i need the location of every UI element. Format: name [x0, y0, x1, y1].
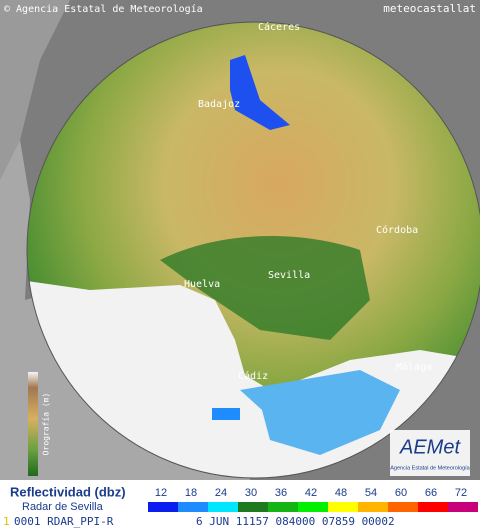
- city-label: Córdoba: [376, 224, 418, 236]
- legend-title: Reflectividad (dbz): [10, 484, 126, 499]
- footer-time: 6 JUN 11157 084000 07859 00002: [196, 515, 395, 528]
- scale-label: 18: [185, 487, 197, 499]
- scale-swatch: [448, 502, 478, 512]
- scale-label: 24: [215, 487, 227, 499]
- scale-label: 72: [455, 487, 467, 499]
- scale-swatch: [208, 502, 238, 512]
- logo: AEMet Agencia Estatal de Meteorología: [390, 430, 471, 476]
- radar-name: Radar de Sevilla: [22, 501, 104, 513]
- scale-label: 42: [305, 487, 317, 499]
- scale-label: 60: [395, 487, 407, 499]
- copyright: © Agencia Estatal de Meteorología: [4, 3, 203, 15]
- map: [0, 0, 480, 480]
- city-label: Badajoz: [198, 99, 240, 110]
- city-label: Sevilla: [268, 270, 310, 281]
- scale-swatch: [388, 502, 418, 512]
- scale-swatch: [148, 502, 178, 512]
- logo-name: AEMet: [399, 436, 461, 458]
- footer-product: 0001 RDAR_PPI-R: [14, 515, 114, 528]
- orography-title: Orografía (m): [42, 393, 51, 456]
- scale-label: 48: [335, 487, 347, 499]
- city-label: Cádiz: [238, 370, 268, 382]
- city-labels: Cáceres Badajoz Córdoba Sevilla Huelva Cádiz M…: [184, 21, 432, 382]
- city-label: Málaga: [396, 361, 432, 373]
- scale-label: 36: [275, 487, 287, 499]
- scale-swatch: [358, 502, 388, 512]
- scale-label: 12: [155, 487, 167, 499]
- scale-label: 30: [245, 487, 257, 499]
- site-name: meteocastallat: [383, 2, 476, 15]
- scale-swatch: [178, 502, 208, 512]
- logo-subtitle: Agencia Estatal de Meteorología: [390, 465, 470, 471]
- city-label: Huelva: [184, 279, 220, 290]
- footer-index: 1: [3, 515, 10, 528]
- orography-legend: Orografía (m): [28, 372, 51, 476]
- scale-swatch: [328, 502, 358, 512]
- reflectivity-scale: 12 18 24 30 36 42 48 54 60 66 72: [148, 487, 478, 512]
- city-label: Cáceres: [258, 21, 300, 33]
- scale-swatch: [418, 502, 448, 512]
- scale-swatch: [298, 502, 328, 512]
- footer: [0, 512, 480, 530]
- scale-label: 66: [425, 487, 437, 499]
- scale-label: 54: [365, 487, 377, 499]
- scale-swatch: [268, 502, 298, 512]
- scale-swatch: [238, 502, 268, 512]
